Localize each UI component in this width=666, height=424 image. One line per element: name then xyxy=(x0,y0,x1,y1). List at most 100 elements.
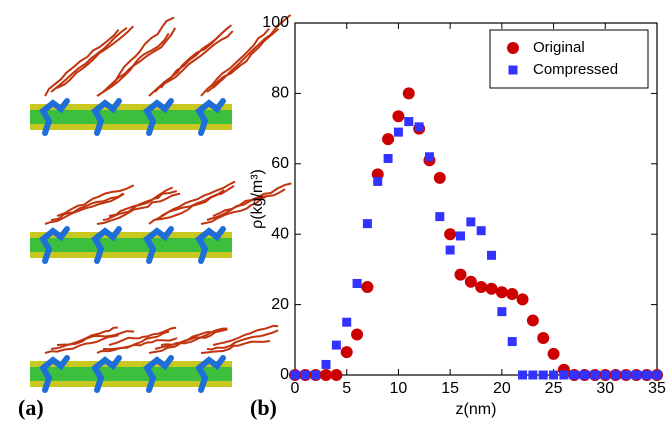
y-tick-label: 80 xyxy=(271,85,289,102)
polymer-chain xyxy=(44,192,125,225)
point xyxy=(330,369,343,381)
legend-marker xyxy=(507,42,519,54)
point xyxy=(351,328,364,341)
point xyxy=(569,370,579,380)
point xyxy=(475,281,488,293)
point xyxy=(621,370,631,380)
y-tick-label: 100 xyxy=(262,14,289,31)
point xyxy=(538,370,548,380)
point xyxy=(476,226,486,236)
y-tick-label: 60 xyxy=(271,155,289,172)
point xyxy=(455,231,465,241)
point xyxy=(444,228,457,241)
point xyxy=(362,219,372,229)
x-tick-label: 25 xyxy=(545,380,563,397)
bilayer xyxy=(30,238,232,252)
point xyxy=(300,370,310,380)
point xyxy=(361,281,374,293)
point xyxy=(320,369,333,381)
point xyxy=(393,127,403,137)
point xyxy=(382,133,395,146)
polymer-chain xyxy=(206,329,279,351)
x-tick-label: 30 xyxy=(596,380,614,397)
point xyxy=(485,282,498,295)
legend-box xyxy=(489,29,649,89)
x-tick-label: 10 xyxy=(390,380,408,397)
point xyxy=(611,370,621,380)
point xyxy=(466,217,476,227)
point xyxy=(526,314,539,327)
polymer-chain xyxy=(212,324,279,346)
x-tick-label: 15 xyxy=(441,380,459,397)
point xyxy=(547,347,560,360)
polymer-chain xyxy=(206,188,286,221)
polymer-chain xyxy=(200,27,270,97)
polymer-chain xyxy=(160,24,233,89)
polymer-chain xyxy=(102,337,178,351)
anchor xyxy=(39,355,70,393)
point xyxy=(528,370,538,380)
panel-label: (a) xyxy=(18,395,44,420)
point xyxy=(506,288,519,301)
x-tick-label: 0 xyxy=(291,380,300,397)
anchor xyxy=(39,226,70,264)
y-axis-label: ρ(kg/m³) xyxy=(249,169,266,229)
polymer-chain xyxy=(154,30,234,93)
point xyxy=(352,278,362,288)
polymer-chain xyxy=(108,190,178,217)
point xyxy=(495,286,508,299)
point xyxy=(464,275,477,288)
point xyxy=(507,337,517,347)
point xyxy=(445,245,455,255)
point xyxy=(424,152,434,162)
polymer-chain xyxy=(50,26,128,93)
polymer-chain xyxy=(108,16,175,89)
polymer-chain xyxy=(56,25,135,89)
point xyxy=(340,346,353,359)
point xyxy=(392,110,405,123)
y-tick-label: 0 xyxy=(280,366,289,383)
point xyxy=(497,307,507,317)
anchor xyxy=(143,226,174,264)
point xyxy=(342,317,352,327)
point xyxy=(321,359,331,369)
polymer-chain xyxy=(44,29,120,97)
x-tick-label: 20 xyxy=(493,380,511,397)
point xyxy=(549,370,559,380)
legend-label: Original xyxy=(533,39,585,56)
polymer-chain xyxy=(56,184,135,217)
point xyxy=(518,370,528,380)
polymer-chain xyxy=(154,327,225,350)
polymer-chain xyxy=(96,192,181,225)
point xyxy=(652,370,662,380)
anchor xyxy=(91,226,122,264)
point xyxy=(373,176,383,186)
polymer-chain xyxy=(212,14,292,89)
anchor xyxy=(91,355,122,393)
anchor xyxy=(143,355,174,393)
polymer-chain xyxy=(212,182,292,217)
bilayer xyxy=(30,110,232,124)
point xyxy=(404,117,414,127)
point xyxy=(516,293,529,306)
panel-label: (b) xyxy=(250,395,277,420)
x-tick-label: 35 xyxy=(648,380,666,397)
polymer-chain xyxy=(206,28,280,93)
point xyxy=(290,370,300,380)
point xyxy=(433,171,446,184)
point xyxy=(454,268,467,281)
polymer-chain xyxy=(160,180,236,217)
point xyxy=(580,370,590,380)
x-axis-label: z(nm) xyxy=(456,401,497,418)
point xyxy=(600,370,610,380)
point xyxy=(642,370,652,380)
bilayer xyxy=(30,367,232,381)
polymer-chain xyxy=(160,328,228,346)
polymer-chain xyxy=(200,339,271,354)
anchor xyxy=(195,98,226,136)
point xyxy=(559,370,569,380)
polymer-chain xyxy=(200,195,267,225)
anchor xyxy=(91,98,122,136)
polymer-chain xyxy=(56,330,135,346)
